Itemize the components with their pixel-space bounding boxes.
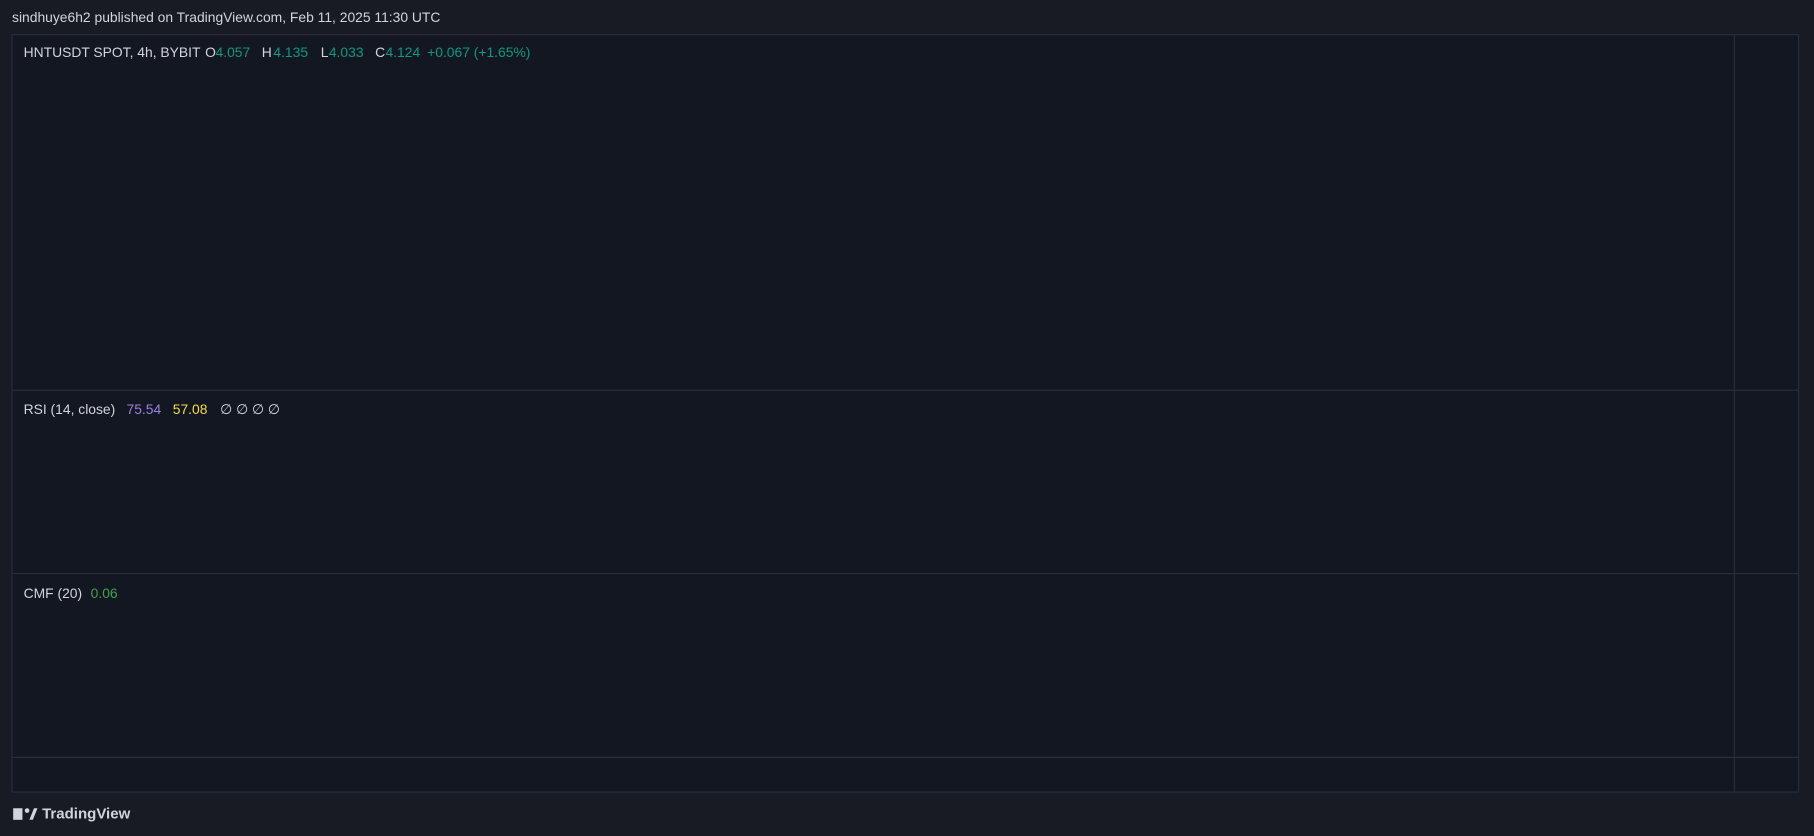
rsi-title: RSI (14, close) — [24, 401, 116, 417]
ohlc-label: O — [205, 44, 216, 60]
ohlc-label: H — [262, 44, 272, 60]
ohlc-label: L — [321, 44, 329, 60]
cmf-title: CMF (20) — [24, 585, 83, 601]
rsi-ma-value: 57.08 — [173, 401, 208, 417]
open-value: 4.057 — [216, 44, 251, 60]
ohlc-label: C — [375, 44, 385, 60]
symbol-title: HNTUSDT SPOT, 4h, BYBIT — [24, 44, 201, 60]
brand: TradingView — [42, 806, 130, 823]
rsi-value: 75.54 — [127, 401, 162, 417]
high-value: 4.135 — [273, 44, 308, 60]
rsi-placeholders: ∅ ∅ ∅ ∅ — [220, 401, 280, 417]
publisher: sindhuye6h2 published on TradingView.com… — [12, 9, 440, 25]
brand-logo — [13, 808, 38, 820]
change: +0.067 (+1.65%) — [427, 44, 530, 60]
low-value: 4.033 — [329, 44, 364, 60]
cmf-value: 0.06 — [91, 585, 118, 601]
close-value: 4.124 — [386, 44, 421, 60]
chart-area — [11, 34, 1800, 793]
